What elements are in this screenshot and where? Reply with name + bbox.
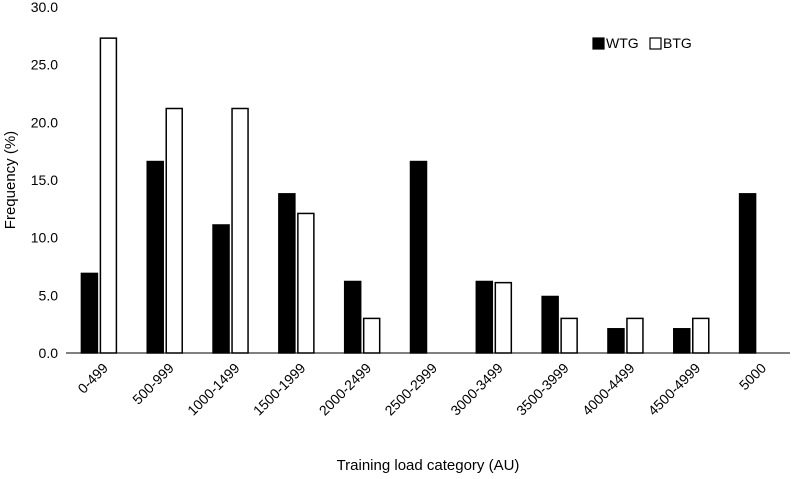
- y-tick-label: 20.0: [31, 114, 58, 130]
- bar-btg-1000-1499: [231, 107, 249, 354]
- x-axis-ticks: 0-499 500-999 1000-1499 1500-1999 2000-2499 2…: [74, 360, 769, 419]
- bar-wtg-3500-3999: [541, 295, 559, 354]
- x-tick-label: 3000-3499: [447, 360, 506, 419]
- legend-label-btg: BTG: [663, 35, 692, 51]
- bar-wtg-1500-1999: [278, 193, 296, 354]
- bar-wtg-5000: [738, 193, 757, 354]
- y-tick-label: 25.0: [31, 57, 58, 73]
- legend-swatch-wtg: [592, 37, 605, 50]
- legend: WTG BTG: [592, 35, 692, 51]
- bars: [80, 37, 757, 354]
- legend-label-wtg: WTG: [606, 35, 639, 51]
- x-tick-label: 2500-2999: [381, 360, 440, 419]
- bar-wtg-4000-4499: [607, 328, 625, 354]
- bar-wtg-4500-4999: [673, 328, 691, 354]
- bar-btg-3000-3499: [494, 281, 513, 354]
- bar-wtg-0-499: [80, 272, 99, 354]
- x-tick-label: 4000-4499: [579, 360, 638, 419]
- y-tick-label: 5.0: [39, 287, 59, 303]
- bar-wtg-2000-2499: [343, 280, 362, 354]
- y-tick-label: 15.0: [31, 172, 58, 188]
- bar-wtg-1000-1499: [212, 224, 230, 354]
- bar-btg-4000-4499: [626, 317, 644, 354]
- x-tick-label: 0-499: [74, 360, 111, 397]
- bar-wtg-2500-2999: [409, 160, 428, 354]
- legend-swatch-btg: [649, 37, 662, 50]
- y-axis-title: Frequency (%): [2, 131, 19, 229]
- y-axis-ticks: 0.0 5.0 10.0 15.0 20.0 25.0 30.0: [31, 0, 58, 361]
- bar-btg-500-999: [165, 107, 183, 354]
- x-tick-label: 5000: [736, 360, 769, 393]
- x-tick-label: 500-999: [129, 360, 177, 408]
- bar-btg-1500-1999: [297, 212, 315, 354]
- bar-btg-2000-2499: [362, 317, 381, 354]
- bar-btg-4500-4999: [692, 317, 710, 354]
- x-tick-label: 1000-1499: [184, 360, 243, 419]
- bar-wtg-3000-3499: [475, 280, 494, 354]
- bar-btg-3500-3999: [560, 317, 578, 354]
- y-tick-label: 0.0: [39, 345, 59, 361]
- x-tick-label: 2000-2499: [316, 360, 375, 419]
- y-tick-label: 10.0: [31, 230, 58, 246]
- bar-wtg-500-999: [146, 160, 164, 354]
- x-axis-title: Training load category (AU): [337, 457, 520, 474]
- y-tick-label: 30.0: [31, 0, 58, 15]
- bar-btg-0-499: [99, 37, 118, 354]
- x-tick-label: 3500-3999: [513, 360, 572, 419]
- x-tick-label: 4500-4999: [645, 360, 704, 419]
- x-tick-label: 1500-1999: [250, 360, 309, 419]
